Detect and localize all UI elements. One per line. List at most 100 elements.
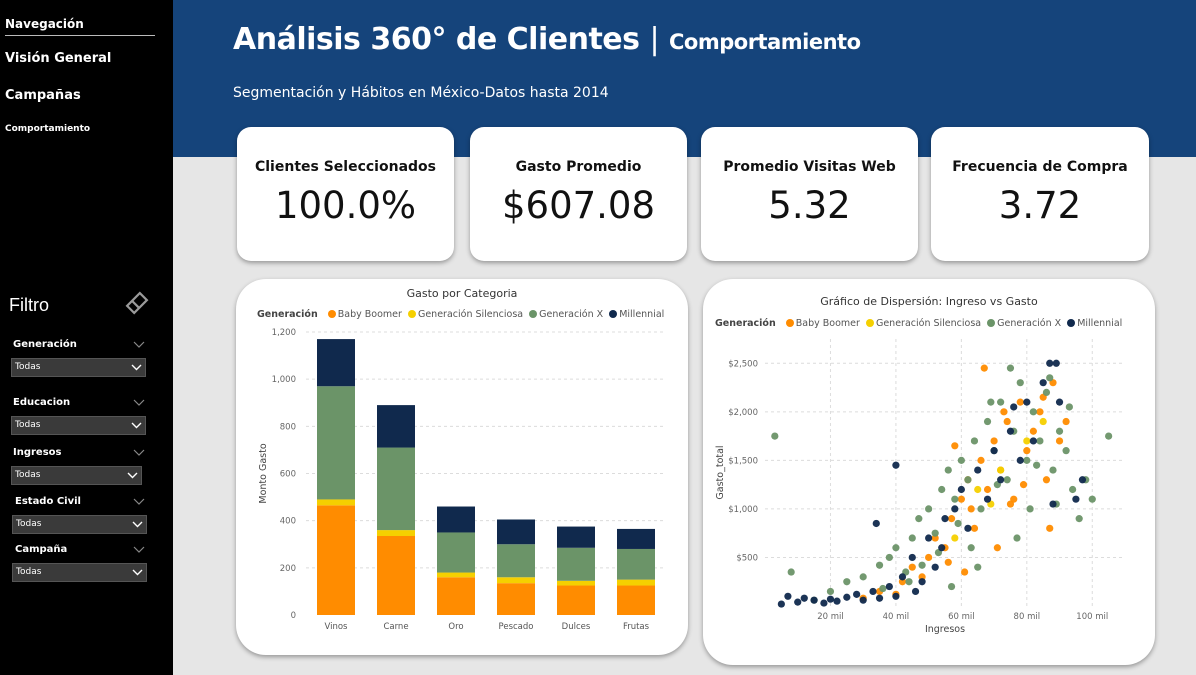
legend-item[interactable]: Millennial [619,309,665,320]
legend-dot [327,310,336,318]
bar-segment [377,405,415,448]
scatter-point [800,594,808,602]
scatter-point [964,476,972,484]
bar-segment [497,583,535,615]
scatter-point [1052,359,1060,367]
scatter-point [1055,398,1064,406]
bar-segment [317,499,355,506]
scatter-point [1088,495,1096,503]
legend-title: Generación [257,309,318,320]
clear-filters-icon[interactable] [124,290,150,316]
x-tick-label: Carne [383,622,408,632]
scatter-point [951,505,959,513]
scatter-point [1062,447,1070,455]
filter-select-campana[interactable]: Todas [12,563,147,582]
nav-item-campanas[interactable]: Campañas [5,88,81,103]
scatter-point [1006,364,1015,372]
legend-item[interactable]: Generación X [997,318,1062,329]
filter-label-ingresos: Ingresos [13,447,62,458]
legend-item[interactable]: Generación X [539,309,604,320]
scatter-point [1055,437,1064,445]
bar-segment [617,579,655,586]
y-tick-label: $2,000 [728,408,758,418]
legend-dot [865,319,874,327]
scatter-point [951,442,959,450]
chevron-down-icon[interactable] [133,449,145,457]
bar-segment [377,447,415,531]
legend-item[interactable]: Generación Silenciosa [875,318,982,329]
scatter-point [1036,437,1044,445]
scatter-point [938,485,946,494]
scatter-chart-legend: Generación Baby Boomer Generación Silenc… [715,318,1122,329]
scatter-point [947,515,956,523]
scatter-chart-card: Gráfico de Dispersión: Ingreso vs Gasto … [703,279,1155,665]
kpi-value: 100.0% [274,184,417,227]
legend-item[interactable]: Baby Boomer [337,309,402,320]
filter-value: Todas [15,362,41,372]
scatter-point [826,587,835,596]
x-tick-label: 60 mil [948,612,975,622]
scatter-point [1029,437,1037,445]
kpi-card-frecuencia: Frecuencia de Compra 3.72 [931,127,1149,261]
filter-select-estado-civil[interactable]: Todas [12,515,147,534]
filter-label-generacion: Generación [13,339,77,350]
bar-segment [557,585,595,615]
chevron-down-icon[interactable] [133,399,145,407]
scatter-point [1039,417,1047,426]
kpi-label: Promedio Visitas Web [723,159,896,175]
nav-divider [5,35,155,36]
scatter-point [1016,398,1024,406]
chevron-down-icon[interactable] [133,341,145,349]
filter-select-ingresos[interactable]: Todas [11,466,142,485]
scatter-point [908,534,916,542]
legend-dot [407,310,416,318]
scatter-point [1023,437,1031,445]
scatter-point [1036,408,1044,416]
kpi-card-visitas: Promedio Visitas Web 5.32 [701,127,918,261]
filter-label-estado-civil: Estado Civil [15,496,81,507]
legend-title: Generación [715,318,776,329]
bar-segment [317,339,355,387]
bar-segment [617,548,655,580]
scatter-point [947,582,956,591]
legend-item[interactable]: Baby Boomer [795,318,860,329]
x-tick-label: Frutas [623,622,650,632]
scatter-point [1019,481,1028,489]
bar-segment [377,530,415,536]
scatter-point [990,437,998,445]
scatter-point [931,563,939,571]
scatter-point [970,437,979,445]
legend-dot [529,310,538,318]
filter-select-educacion[interactable]: Todas [11,416,146,435]
scatter-point [892,461,900,469]
bar-segment [437,572,475,578]
legend-item[interactable]: Millennial [1077,318,1123,329]
scatter-point [925,553,933,562]
scatter-point [787,568,795,576]
scatter-point [1042,388,1051,396]
page-subtitle: Segmentación y Hábitos en México-Datos h… [233,85,609,101]
x-tick-label: 20 mil [817,612,844,622]
scatter-point [1033,461,1041,469]
chevron-down-icon[interactable] [133,498,145,506]
y-tick-label: $1,000 [728,505,758,515]
kpi-card-clientes: Clientes Seleccionados 100.0% [237,127,454,261]
nav-item-vision-general[interactable]: Visión General [5,51,112,66]
y-axis-label: Monto Gasto [258,443,269,503]
scatter-point [1006,500,1015,508]
legend-item[interactable]: Generación Silenciosa [417,309,524,320]
filter-value: Todas [15,470,41,480]
nav-item-comportamiento[interactable]: Comportamiento [5,124,91,134]
bar-chart-card: Gasto por Categoria Generación Baby Boom… [236,279,688,655]
scatter-point [794,598,802,606]
filter-select-generacion[interactable]: Todas [11,358,146,377]
bar-segment [437,577,475,615]
kpi-value: 3.72 [998,184,1082,227]
bar-segment [557,526,595,548]
scatter-point [918,561,926,569]
scatter-point [1075,515,1083,523]
chevron-down-icon[interactable] [133,546,145,554]
scatter-point [1046,374,1054,382]
scatter-point [938,544,946,552]
scatter-point [784,592,792,600]
